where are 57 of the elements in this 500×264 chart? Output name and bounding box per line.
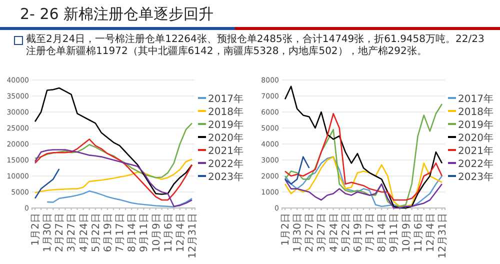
line-series xyxy=(284,178,443,209)
x-tick-label: 6月19日 xyxy=(102,213,114,252)
x-tick-label: 2月27日 xyxy=(54,213,66,252)
legend-label: 2019年 xyxy=(458,119,494,131)
x-tick-label: 2月27日 xyxy=(304,213,316,252)
x-tick-label: 1月30日 xyxy=(292,213,304,252)
x-tick-label: 9月11日 xyxy=(139,213,150,252)
x-tick-label: 1月2日 xyxy=(30,213,42,246)
x-tick-label: 12月31日 xyxy=(187,213,198,258)
line-series xyxy=(34,168,60,200)
x-tick-label: 9月11日 xyxy=(389,213,400,252)
x-tick-label: 3月27日 xyxy=(66,213,78,252)
x-tick-label: 6月19日 xyxy=(352,213,364,252)
line-series xyxy=(284,103,443,208)
line-series xyxy=(284,86,443,209)
x-tick-label: 7月17日 xyxy=(365,213,376,252)
x-tick-label: 5月22日 xyxy=(340,213,352,252)
line-series xyxy=(34,138,193,201)
legend-label: 2022年 xyxy=(208,158,244,170)
legend-label: 2017年 xyxy=(208,93,244,105)
x-tick-label: 8月14日 xyxy=(377,213,388,252)
x-tick-label: 12月4日 xyxy=(425,213,436,252)
x-tick-label: 11月6日 xyxy=(413,213,424,252)
x-tick-label: 1月2日 xyxy=(280,213,292,246)
line-series xyxy=(34,149,193,208)
legend-label: 2019年 xyxy=(208,119,244,131)
legend-label: 2023年 xyxy=(208,171,244,183)
x-tick-label: 11月6日 xyxy=(163,213,174,252)
line-series xyxy=(34,158,193,194)
line-series xyxy=(284,156,310,185)
x-tick-label: 1月30日 xyxy=(42,213,54,252)
legend-label: 2018年 xyxy=(208,106,244,118)
x-tick-label: 3月27日 xyxy=(316,213,328,252)
x-tick-label: 10月9日 xyxy=(151,213,162,252)
legend-label: 2020年 xyxy=(458,132,494,144)
legend-label: 2023年 xyxy=(458,171,494,183)
x-tick-label: 8月14日 xyxy=(127,213,138,252)
x-tick-label: 7月17日 xyxy=(115,213,126,252)
line-series xyxy=(284,156,443,208)
line-series xyxy=(34,87,193,195)
x-tick-label: 5月22日 xyxy=(90,213,102,252)
x-tick-label: 10月9日 xyxy=(401,213,412,252)
legend-label: 2020年 xyxy=(208,132,244,144)
x-tick-label: 12月4日 xyxy=(175,213,186,252)
x-tick-label: 4月24日 xyxy=(78,213,90,252)
line-series xyxy=(46,190,193,208)
text: 截至2月24日，一号棉注册仓单12264张、预报仓单2485张，合计14749张，折61.9458万吨。22/23注册仓单新疆棉11972（其中北疆库6142，南疆库5328，内地库502），地产棉292张。 xyxy=(26,34,486,58)
legend-label: 2021年 xyxy=(458,145,494,157)
line-series xyxy=(284,112,443,201)
legend-label: 2022年 xyxy=(458,158,494,170)
line-series xyxy=(34,122,193,178)
legend-label: 2021年 xyxy=(208,145,244,157)
legend-label: 2018年 xyxy=(458,106,494,118)
x-tick-label: 12月31日 xyxy=(437,213,448,258)
legend-label: 2017年 xyxy=(458,93,494,105)
x-tick-label: 4月24日 xyxy=(328,213,340,252)
chart-title: 2- 26 新棉注册仓单逐步回升 xyxy=(20,5,214,24)
